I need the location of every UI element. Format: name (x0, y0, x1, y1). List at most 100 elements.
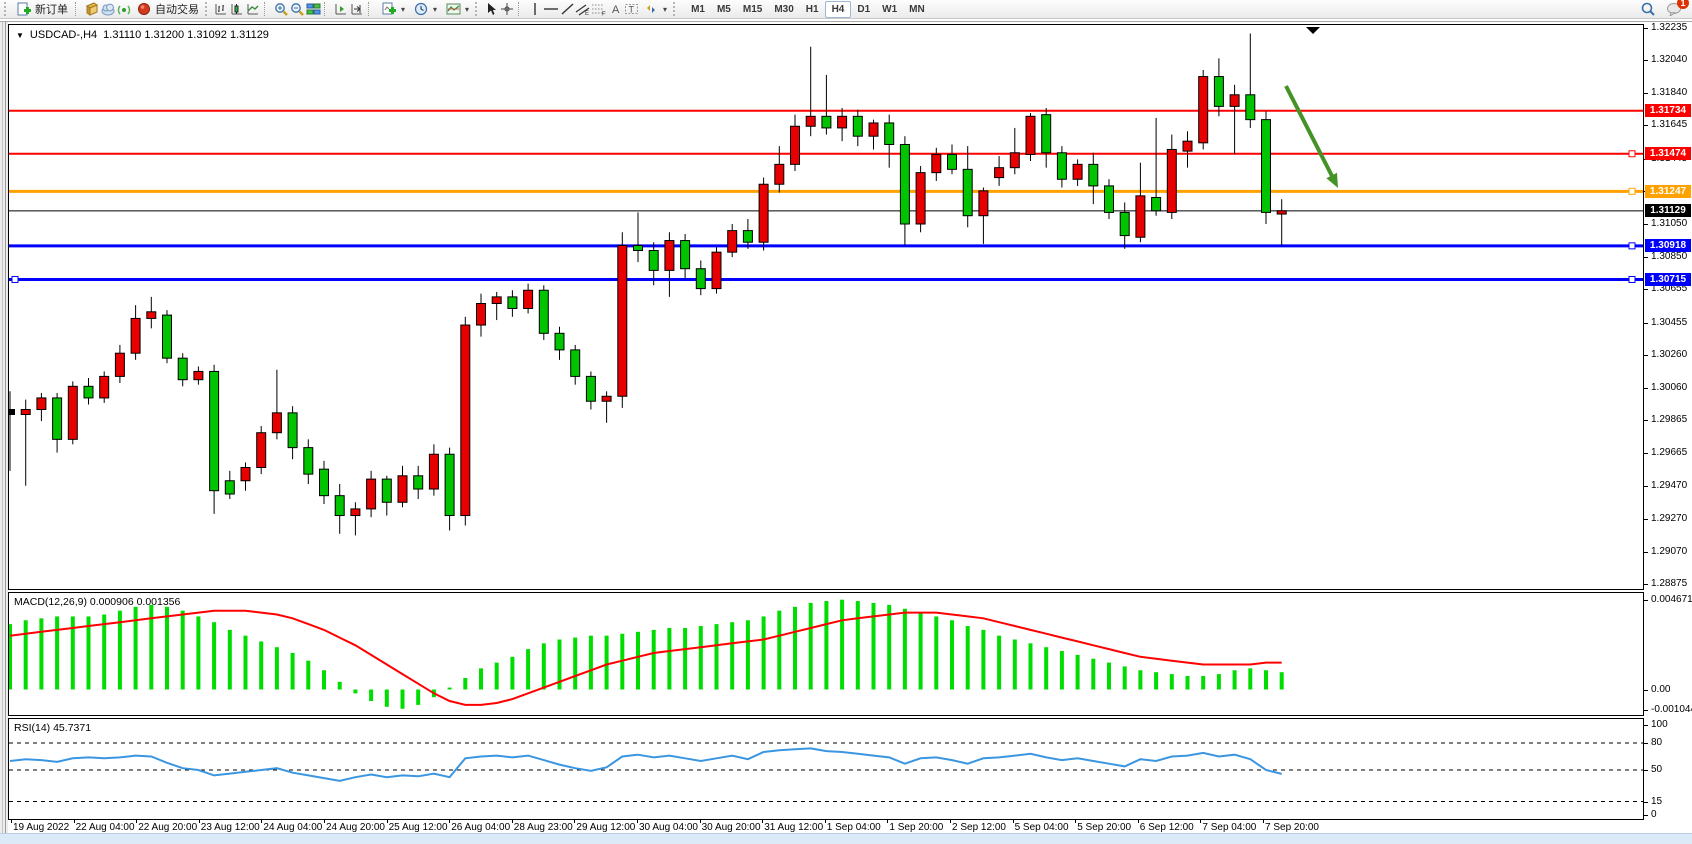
candle-body (931, 153, 942, 174)
candle-body (962, 168, 973, 217)
autotrading-button[interactable]: 自动交易 (132, 1, 203, 18)
axis-tick-label: 1.32235 (1651, 21, 1688, 33)
time-axis[interactable]: 19 Aug 2022 22 Aug 04:00 22 Aug 20:00 23 Au… (8, 820, 1644, 833)
macd-bar (777, 610, 782, 690)
rsi-panel[interactable]: RSI(14) 45.7371 (8, 718, 1644, 820)
chart-shift-marker-icon[interactable] (1306, 27, 1320, 34)
line-chart-icon[interactable] (245, 2, 261, 17)
search-icon[interactable] (1640, 2, 1656, 17)
cursor-icon[interactable] (483, 2, 499, 17)
timeframe-m30[interactable]: M30 (774, 3, 794, 15)
candle-body (711, 251, 722, 290)
fibonacci-icon[interactable]: F (591, 2, 607, 17)
macd-bar (981, 629, 986, 690)
vertical-line-icon[interactable] (527, 2, 543, 17)
text-icon[interactable]: A (607, 2, 623, 17)
trendline-icon[interactable] (559, 2, 575, 17)
toolbar: 新订单 自动交易 (0, 0, 1692, 19)
candle-body (1261, 119, 1271, 213)
axis-tick-label: 1.29470 (1651, 479, 1688, 491)
chevron-down-icon[interactable]: ▼ (16, 30, 24, 40)
macd-bar (902, 608, 907, 690)
macd-bar (840, 599, 845, 690)
candle-body (1198, 76, 1209, 144)
macd-bar (149, 604, 154, 690)
chart-shift-icon[interactable] (349, 2, 365, 17)
timeframe-mn[interactable]: MN (909, 3, 925, 15)
timeframe-h4[interactable]: H4 (824, 0, 852, 18)
macd-canvas[interactable] (9, 593, 1643, 715)
text-label-icon[interactable]: T (623, 2, 639, 17)
tile-windows-icon[interactable] (305, 2, 321, 17)
time-tick (449, 820, 451, 823)
candle-body (507, 296, 518, 309)
arrows-button[interactable]: ▾ (639, 1, 671, 18)
crosshair-icon[interactable] (499, 2, 515, 17)
hline-handle[interactable] (1628, 275, 1636, 283)
price-axis[interactable]: 1.322351.320401.318401.316451.314451.312… (1644, 22, 1692, 833)
candle-body (915, 172, 926, 225)
time-tick (1075, 820, 1077, 823)
hline-handle[interactable] (11, 275, 19, 283)
signals-icon[interactable] (116, 2, 132, 17)
macd-bar (557, 639, 562, 690)
axis-tick-label: 0 (1651, 809, 1657, 820)
bar-chart-icon[interactable] (213, 2, 229, 17)
timeframe-d1[interactable]: D1 (857, 3, 871, 15)
main-chart-panel[interactable]: ▼ USDCAD-,H4 1.31110 1.31200 1.31092 1.3… (8, 24, 1644, 590)
separator (518, 2, 524, 16)
horizontal-line-icon[interactable] (543, 2, 559, 17)
axis-tick-label: 1.31840 (1651, 87, 1688, 99)
macd-bar (636, 631, 640, 690)
community-icon[interactable] (100, 2, 116, 17)
rsi-canvas[interactable] (9, 719, 1643, 819)
chart-ohlc: 1.31110 1.31200 1.31092 1.31129 (103, 29, 269, 41)
macd-bar (259, 641, 264, 690)
candle-body (476, 303, 486, 326)
candlestick-chart-icon[interactable] (229, 2, 245, 17)
hline-handle[interactable] (1628, 187, 1636, 195)
hline-handle[interactable] (1628, 242, 1636, 250)
macd-bar (1028, 643, 1033, 690)
macd-bar (1091, 658, 1096, 690)
indicators-button[interactable]: ▾ (441, 1, 473, 18)
notifications-icon[interactable]: 1 (1666, 0, 1689, 17)
autotrading-icon (136, 2, 152, 17)
timeframe-m1[interactable]: M1 (691, 3, 705, 15)
candle-body (821, 115, 832, 129)
metaeditor-icon[interactable] (84, 2, 100, 17)
new-chart-button[interactable]: ▾ (377, 1, 409, 18)
time-label: 7 Sep 04:00 (1202, 822, 1257, 833)
macd-bar (479, 668, 483, 690)
timeframe-m15[interactable]: M15 (742, 3, 763, 15)
candle-body (523, 289, 534, 309)
equidistant-channel-icon[interactable]: E (575, 2, 591, 17)
timeframe-m5[interactable]: M5 (716, 3, 731, 15)
zoom-out-icon[interactable] (289, 2, 305, 17)
auto-scroll-icon[interactable] (333, 2, 349, 17)
macd-bar (745, 620, 750, 690)
arrows-icon (643, 2, 659, 17)
candle-body (680, 240, 691, 270)
candle-body (287, 412, 298, 449)
new-order-button[interactable]: 新订单 (12, 1, 72, 18)
macd-bar (70, 616, 75, 690)
candle-body (617, 245, 628, 397)
axis-tick-label: 1.29070 (1651, 545, 1688, 557)
candle-body (695, 268, 706, 290)
timeframe-h1[interactable]: H1 (805, 3, 819, 15)
hline-handle[interactable] (1628, 150, 1636, 158)
time-tick (824, 820, 826, 823)
zoom-in-icon[interactable] (273, 2, 289, 17)
price-chart-canvas[interactable] (9, 25, 1643, 589)
profiles-button[interactable]: ▾ (409, 1, 441, 18)
timeframe-w1[interactable]: W1 (882, 3, 898, 15)
time-tick (887, 820, 889, 823)
autotrading-label: 自动交易 (155, 4, 199, 16)
annotation-arrow[interactable] (1284, 85, 1334, 177)
macd-panel[interactable]: MACD(12,26,9) 0.000906 0.001356 (8, 592, 1644, 716)
macd-bar (1248, 668, 1253, 690)
candle-body (1119, 211, 1130, 237)
svg-text:A: A (612, 4, 620, 16)
time-tick (637, 820, 638, 823)
